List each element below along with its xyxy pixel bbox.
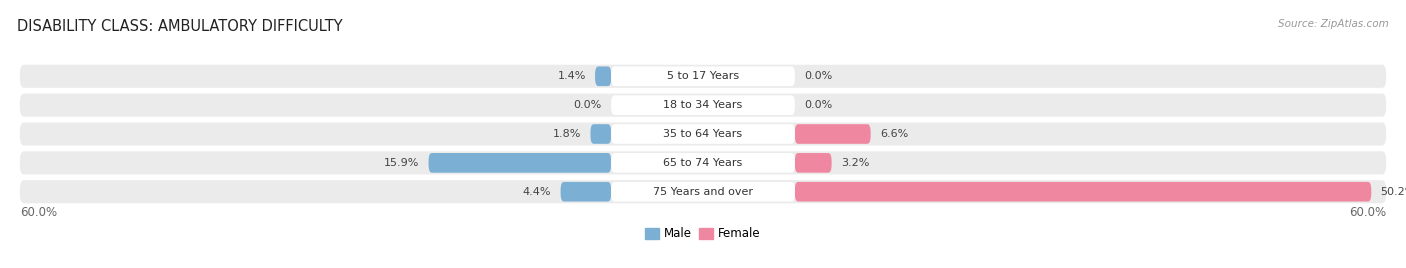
FancyBboxPatch shape	[794, 124, 870, 144]
FancyBboxPatch shape	[612, 66, 794, 86]
Text: 18 to 34 Years: 18 to 34 Years	[664, 100, 742, 110]
FancyBboxPatch shape	[591, 124, 612, 144]
Text: 15.9%: 15.9%	[384, 158, 419, 168]
Text: 4.4%: 4.4%	[523, 187, 551, 197]
FancyBboxPatch shape	[20, 122, 1386, 146]
Text: 0.0%: 0.0%	[804, 71, 832, 81]
FancyBboxPatch shape	[561, 182, 612, 202]
FancyBboxPatch shape	[20, 151, 1386, 174]
Text: 60.0%: 60.0%	[1350, 206, 1386, 219]
Text: 75 Years and over: 75 Years and over	[652, 187, 754, 197]
FancyBboxPatch shape	[20, 94, 1386, 117]
Legend: Male, Female: Male, Female	[641, 223, 765, 245]
FancyBboxPatch shape	[429, 153, 612, 173]
FancyBboxPatch shape	[612, 182, 794, 202]
FancyBboxPatch shape	[612, 153, 794, 173]
Text: 0.0%: 0.0%	[804, 100, 832, 110]
FancyBboxPatch shape	[20, 65, 1386, 88]
Text: 1.8%: 1.8%	[553, 129, 581, 139]
Text: 1.4%: 1.4%	[558, 71, 586, 81]
Text: 3.2%: 3.2%	[841, 158, 869, 168]
Text: 65 to 74 Years: 65 to 74 Years	[664, 158, 742, 168]
Text: 5 to 17 Years: 5 to 17 Years	[666, 71, 740, 81]
Text: 60.0%: 60.0%	[20, 206, 56, 219]
Text: 50.2%: 50.2%	[1381, 187, 1406, 197]
Text: 35 to 64 Years: 35 to 64 Years	[664, 129, 742, 139]
FancyBboxPatch shape	[612, 124, 794, 144]
Text: DISABILITY CLASS: AMBULATORY DIFFICULTY: DISABILITY CLASS: AMBULATORY DIFFICULTY	[17, 19, 343, 34]
FancyBboxPatch shape	[794, 182, 1371, 202]
Text: Source: ZipAtlas.com: Source: ZipAtlas.com	[1278, 19, 1389, 29]
Text: 0.0%: 0.0%	[574, 100, 602, 110]
FancyBboxPatch shape	[595, 66, 612, 86]
FancyBboxPatch shape	[20, 180, 1386, 203]
FancyBboxPatch shape	[794, 153, 831, 173]
Text: 6.6%: 6.6%	[880, 129, 908, 139]
FancyBboxPatch shape	[612, 95, 794, 115]
